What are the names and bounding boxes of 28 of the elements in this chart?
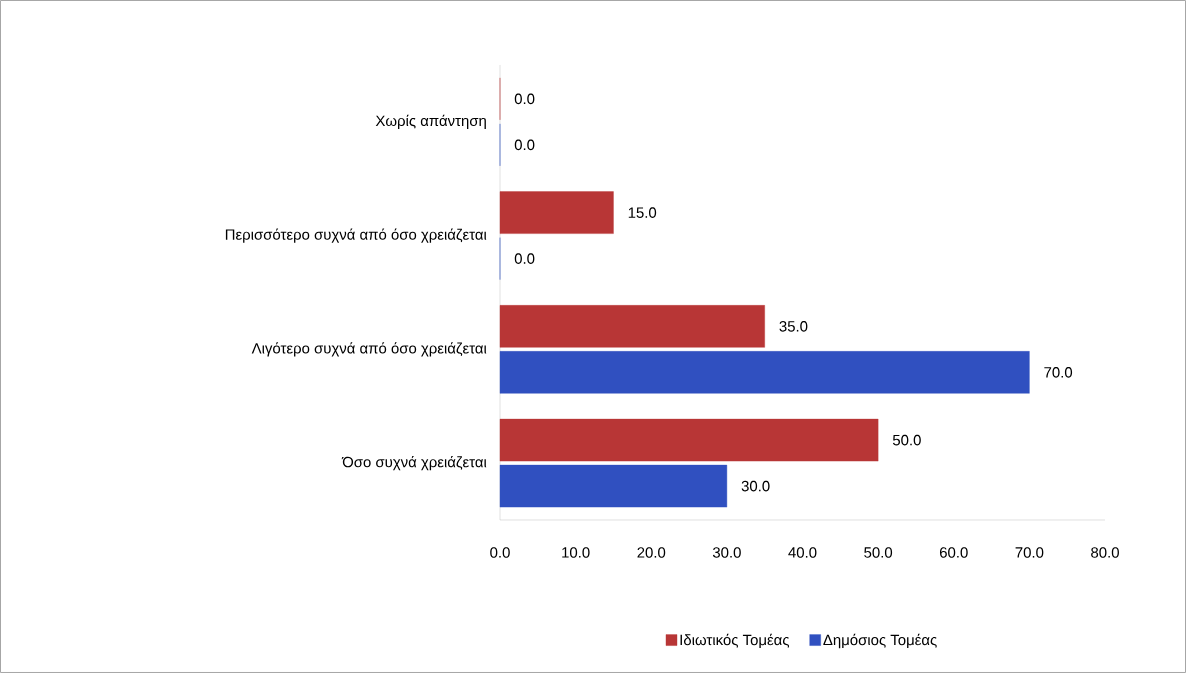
y-tick-label: Όσο συχνά χρειάζεται [341,455,487,471]
y-tick-label: Χωρίς απάντηση [375,114,486,130]
data-label: 35.0 [779,321,808,332]
x-tick-label: 40.0 [788,547,817,558]
bar [499,464,728,508]
data-label: 0.0 [514,139,535,151]
bar [499,351,1030,394]
x-tick-label: 0.0 [490,547,510,558]
data-label: 15.0 [628,207,657,218]
x-tick-label: 70.0 [1015,547,1044,558]
data-label: 70.0 [1044,367,1073,378]
legend-label: Ιδιωτικός Τομέας [680,633,790,648]
x-tick-label: 10.0 [562,547,590,558]
y-tick-label: Περισσότερο συχνά από όσο χρειάζεται [225,228,487,243]
x-tick-label: 20.0 [637,547,666,558]
x-tick-label: 60.0 [939,547,968,558]
x-tick-label: 30.0 [712,547,741,558]
data-label: 0.0 [514,93,535,105]
data-label: 30.0 [741,480,770,492]
x-tick-label: 80.0 [1091,547,1119,558]
legend-label: Δημόσιος Τομέας [823,633,937,649]
x-tick-label: 50.0 [864,547,893,558]
bar [499,191,614,234]
y-tick-label: Λιγότερο συχνά από όσο χρειάζεται [251,342,487,357]
data-label: 50.0 [892,434,921,446]
data-label: 0.0 [514,253,535,264]
bar [499,418,879,462]
bar [499,305,765,348]
